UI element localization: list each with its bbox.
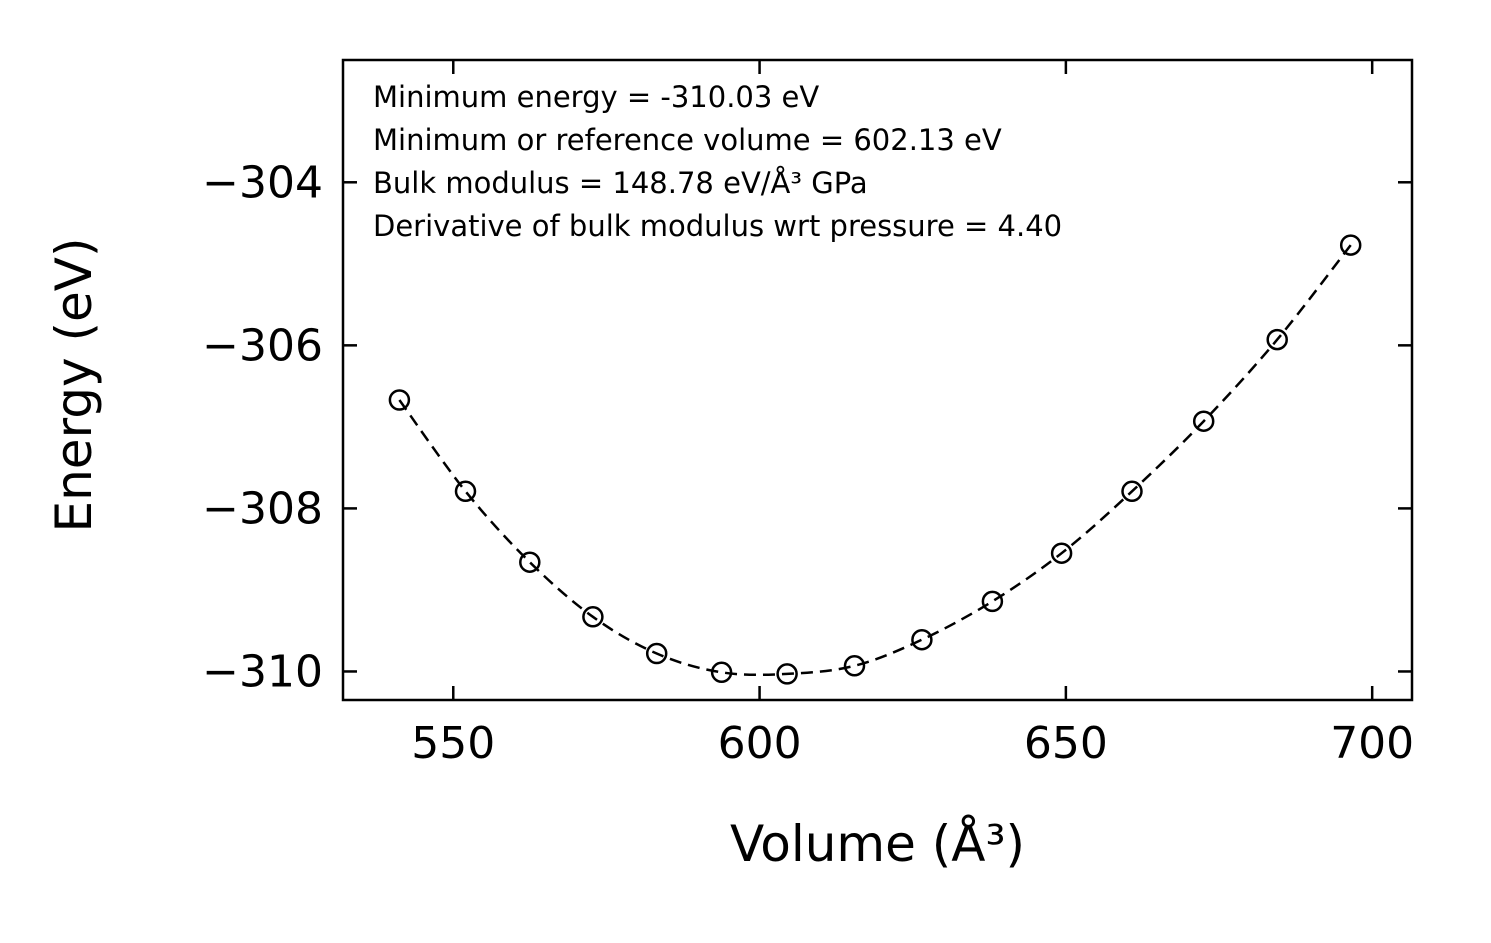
data-point-marker [582, 606, 604, 628]
data-point-marker [519, 551, 541, 573]
data-point-marker [1050, 542, 1073, 564]
fit-curve-dashed [398, 244, 1352, 677]
data-point-marker [710, 661, 733, 684]
data-point-marker [1121, 480, 1143, 503]
y-axis-label: Energy (eV) [45, 237, 103, 533]
plot-spines [341, 58, 1414, 702]
x-tick-label: 700 [1330, 718, 1414, 769]
data-point-marker [388, 389, 411, 411]
data-point-marker [1192, 410, 1215, 432]
x-axis-label: Volume (Å³) [729, 815, 1026, 873]
data-point-marker [454, 480, 477, 503]
data-point-marker [981, 590, 1004, 613]
data-point-marker [843, 655, 866, 677]
data-point-marker [911, 628, 933, 651]
x-tick-label: 600 [718, 718, 802, 769]
annotation-bulk-modulus-derivative: Derivative of bulk modulus wrt pressure … [373, 209, 1063, 243]
fit-parameters-annotation: Minimum energy = -310.03 eV Minimum or r… [373, 76, 1062, 248]
data-point-marker [776, 663, 798, 685]
annotation-bulk-modulus: Bulk modulus = 148.78 eV/Å³ GPa [373, 166, 868, 200]
y-tick-label: −306 [202, 320, 323, 371]
data-point-marker [645, 642, 668, 665]
y-tick-label: −310 [202, 646, 323, 697]
annotation-minimum-energy: Minimum energy = -310.03 eV [373, 80, 820, 114]
y-tick-label: −304 [202, 157, 323, 208]
annotation-minimum-volume: Minimum or reference volume = 602.13 eV [373, 123, 1002, 157]
data-point-marker [1339, 234, 1362, 256]
data-point-marker [1266, 328, 1288, 351]
y-tick-label: −308 [202, 483, 323, 534]
x-tick-label: 650 [1024, 718, 1108, 769]
x-tick-label: 550 [411, 718, 495, 769]
